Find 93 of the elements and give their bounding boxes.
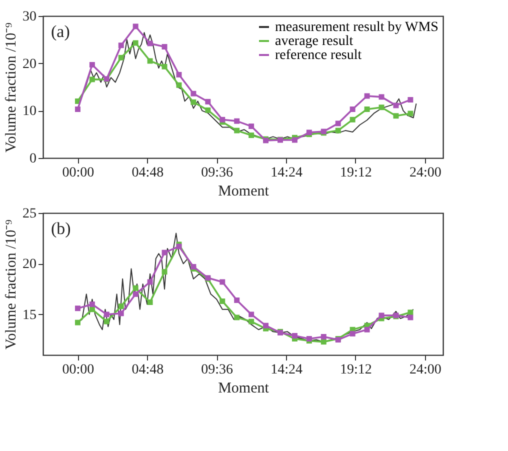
point (378, 104, 384, 110)
y-axis-title: Volume fraction /10⁻⁹ (4, 22, 20, 152)
point (292, 332, 298, 338)
point (147, 279, 153, 285)
x-tick-label: 14:24 (270, 166, 302, 180)
point (408, 110, 414, 116)
point (205, 98, 211, 104)
point (147, 300, 153, 305)
point (89, 302, 95, 308)
point (408, 97, 414, 103)
point (234, 314, 240, 320)
point (234, 128, 240, 134)
x-tick-label: 14:24 (270, 362, 302, 378)
point (162, 269, 168, 275)
point (350, 116, 356, 122)
legend-label: reference result (275, 48, 362, 63)
point (176, 82, 182, 88)
point (378, 94, 384, 100)
point (89, 62, 95, 68)
point (248, 132, 254, 138)
point (190, 99, 196, 105)
point (147, 40, 153, 46)
point (335, 120, 341, 126)
x-tick-label: 09:36 (201, 166, 234, 180)
point (118, 42, 124, 48)
point (89, 306, 95, 312)
point (132, 40, 138, 46)
x-tick-label: 19:12 (340, 166, 372, 180)
point (132, 285, 138, 291)
point (350, 330, 356, 336)
point (220, 116, 226, 122)
point (220, 279, 226, 285)
x-tick-label: 09:36 (201, 362, 234, 378)
point (378, 312, 384, 318)
y-tick-label: 10 (22, 104, 36, 120)
point (74, 106, 80, 112)
point (292, 137, 298, 143)
x-tick-label: 04:48 (132, 166, 164, 180)
point (234, 297, 240, 303)
point (408, 310, 414, 316)
annotation: (a) (51, 22, 70, 41)
point (248, 124, 254, 130)
point (162, 44, 168, 50)
y-tick-label: 25 (22, 206, 36, 222)
point (89, 76, 95, 82)
point (104, 318, 110, 324)
point (104, 312, 110, 318)
point (248, 312, 254, 318)
point (350, 106, 356, 112)
x-tick-label: 24:00 (409, 362, 442, 378)
point (320, 339, 326, 345)
point (248, 318, 254, 324)
legend-label: measurement result by WMS (275, 20, 438, 35)
point (263, 322, 269, 328)
legend-label: average result (275, 34, 354, 49)
point (364, 326, 370, 332)
x-axis-title: Moment (218, 184, 270, 200)
point (190, 264, 196, 270)
y-tick-label: 20 (22, 257, 36, 272)
point (118, 310, 124, 316)
point (190, 90, 196, 96)
annotation: (b) (51, 219, 71, 238)
y-tick-label: 15 (22, 308, 36, 323)
x-tick-label: 00:00 (62, 166, 94, 180)
point (118, 304, 124, 310)
point (408, 314, 414, 320)
x-tick-label: 19:12 (340, 362, 372, 378)
point (364, 93, 370, 99)
point (162, 64, 168, 70)
point (393, 113, 399, 119)
point (364, 106, 370, 112)
point (335, 128, 341, 134)
y-tick-label: 0 (30, 152, 36, 166)
x-tick-label: 24:00 (409, 166, 442, 180)
point (220, 298, 226, 304)
y-tick-label: 30 (22, 10, 36, 24)
x-tick-label: 00:00 (62, 362, 94, 378)
y-axis-title: Volume fraction /10⁻⁹ (4, 220, 20, 350)
point (132, 291, 138, 297)
point (234, 118, 240, 124)
point (205, 107, 211, 113)
point (118, 54, 124, 60)
point (393, 102, 399, 108)
point (162, 250, 168, 256)
point (74, 306, 80, 312)
y-tick-label: 20 (22, 56, 36, 72)
point (74, 320, 80, 326)
x-axis-title: Moment (218, 380, 270, 396)
point (320, 334, 326, 340)
point (132, 24, 138, 30)
point (147, 58, 153, 64)
point (176, 72, 182, 78)
x-tick-label: 04:48 (132, 362, 164, 378)
